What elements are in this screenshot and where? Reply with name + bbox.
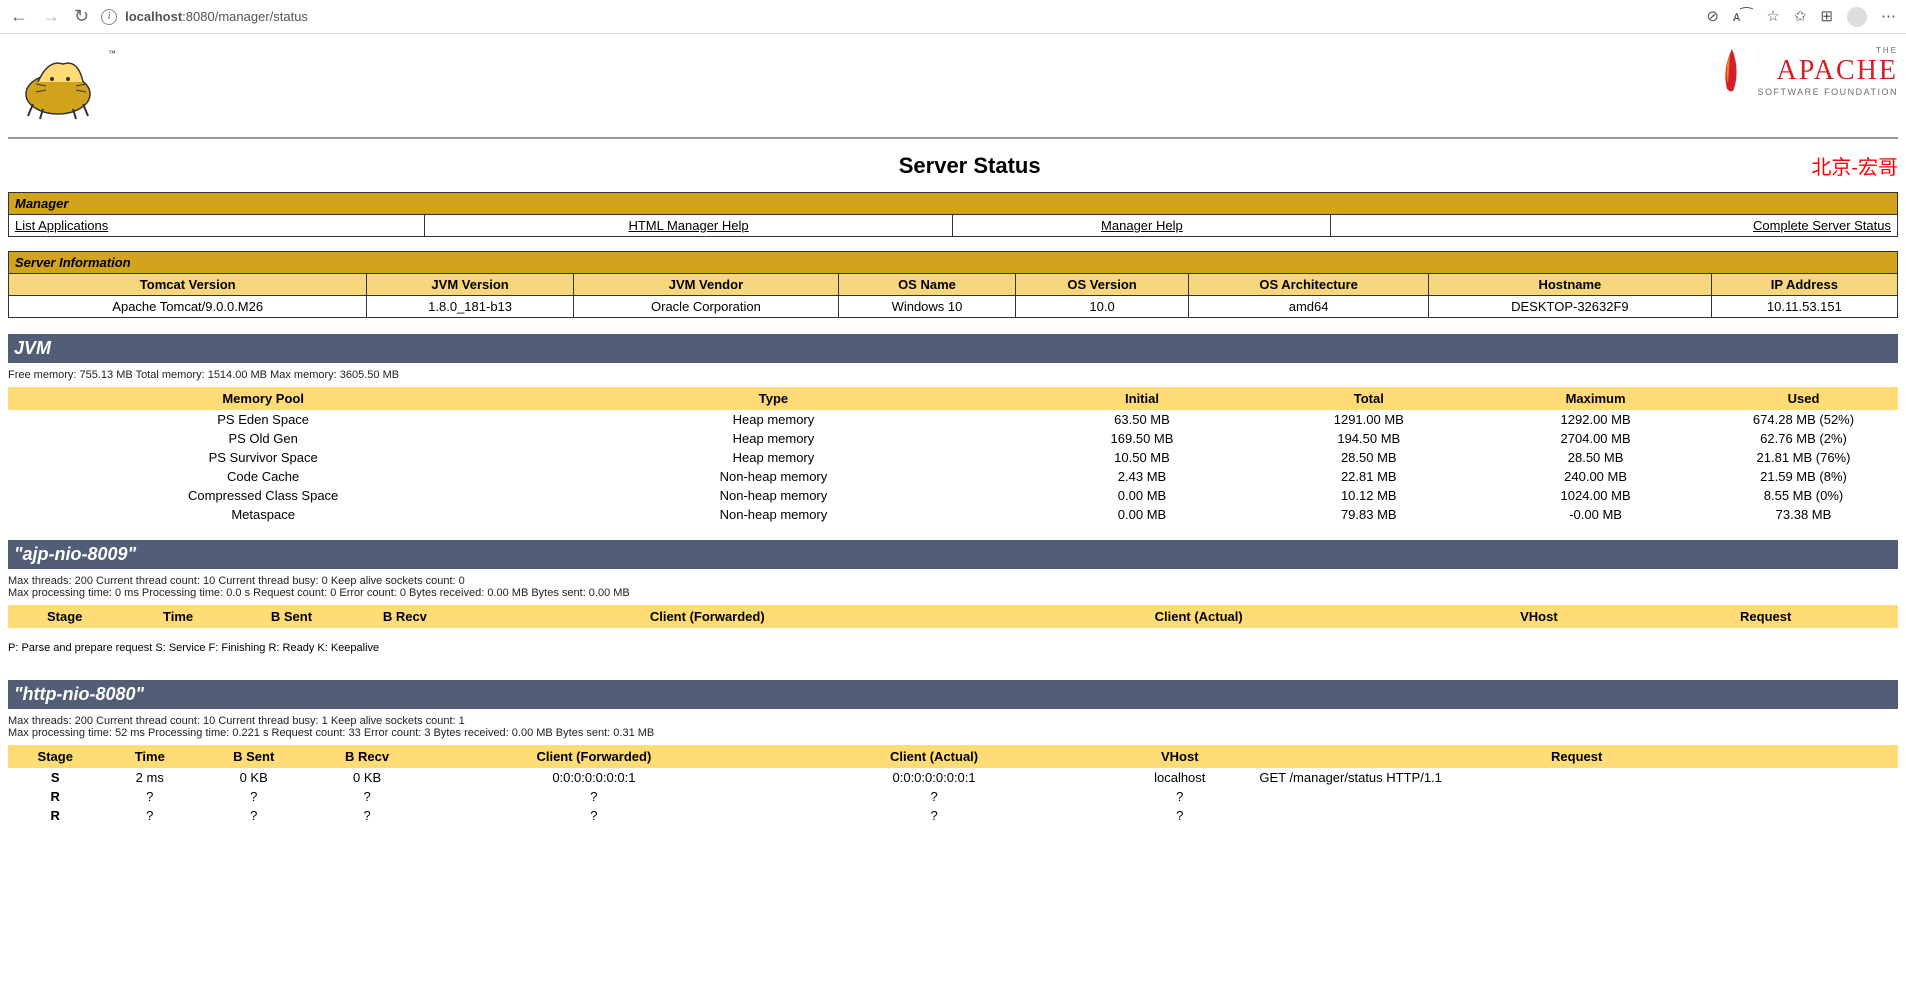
page-title: Server Status (128, 153, 1811, 179)
server-info-col: OS Name (839, 274, 1016, 296)
server-info-cell: Apache Tomcat/9.0.0.M26 (9, 296, 367, 318)
http-line2: Max processing time: 52 ms Processing ti… (8, 727, 1898, 739)
apache-the: THE (1758, 46, 1899, 55)
html-manager-help-link[interactable]: HTML Manager Help (628, 218, 748, 233)
read-aloud-icon[interactable]: ᴀ⁀ (1733, 7, 1753, 27)
http-col: B Recv (310, 745, 423, 768)
server-info-col: Tomcat Version (9, 274, 367, 296)
svg-text:™: ™ (108, 49, 116, 58)
jvm-col: Initial (1029, 387, 1256, 410)
memory-pool-row: PS Survivor SpaceHeap memory10.50 MB28.5… (8, 448, 1898, 467)
server-info-cell: 10.11.53.151 (1711, 296, 1897, 318)
ajp-col: B Recv (348, 605, 461, 628)
cn-watermark: 北京-宏哥 (1811, 151, 1898, 180)
ajp-col: Stage (8, 605, 121, 628)
jvm-col: Memory Pool (8, 387, 518, 410)
server-info-col: OS Version (1015, 274, 1188, 296)
tomcat-logo: ™ (8, 44, 118, 127)
http-col: B Sent (197, 745, 310, 768)
server-info-cell: Oracle Corporation (573, 296, 838, 318)
server-info-cell: amd64 (1189, 296, 1429, 318)
address-bar[interactable]: i localhost:8080/manager/status (101, 9, 1694, 25)
url-host: localhost (125, 9, 182, 24)
profile-avatar[interactable] (1847, 7, 1867, 27)
jvm-col: Type (518, 387, 1028, 410)
http-col: Client (Forwarded) (424, 745, 764, 768)
server-info-col: Hostname (1428, 274, 1711, 296)
server-info-col: JVM Vendor (573, 274, 838, 296)
ajp-legend: P: Parse and prepare request S: Service … (8, 638, 1898, 664)
memory-pool-table: Memory PoolTypeInitialTotalMaximumUsed P… (8, 387, 1898, 524)
back-button[interactable]: ← (10, 6, 28, 27)
http-header: "http-nio-8080" (8, 680, 1898, 709)
http-row: S2 ms0 KB0 KB0:0:0:0:0:0:0:10:0:0:0:0:0:… (8, 768, 1898, 787)
ajp-col: Time (121, 605, 234, 628)
ajp-col: Client (Actual) (953, 605, 1444, 628)
http-line1: Max threads: 200 Current thread count: 1… (8, 715, 1898, 727)
jvm-col: Maximum (1482, 387, 1709, 410)
apache-sub: SOFTWARE FOUNDATION (1758, 87, 1899, 97)
apache-logo: THE APACHE SOFTWARE FOUNDATION (1712, 44, 1899, 99)
jvm-header: JVM (8, 334, 1898, 363)
jvm-col: Used (1709, 387, 1898, 410)
memory-pool-row: Compressed Class SpaceNon-heap memory0.0… (8, 486, 1898, 505)
favorites-bar-icon[interactable]: ✩ (1794, 7, 1807, 27)
server-info-col: OS Architecture (1189, 274, 1429, 296)
http-col: Client (Actual) (764, 745, 1104, 768)
jvm-summary: Free memory: 755.13 MB Total memory: 151… (8, 363, 1898, 387)
url-path: :8080/manager/status (182, 9, 308, 24)
server-info-cell: 10.0 (1015, 296, 1188, 318)
server-info-cell: 1.8.0_181-b13 (367, 296, 573, 318)
favorite-icon[interactable]: ☆ (1766, 7, 1779, 27)
ajp-header: "ajp-nio-8009" (8, 540, 1898, 569)
complete-status-link[interactable]: Complete Server Status (1753, 218, 1891, 233)
server-info-col: JVM Version (367, 274, 573, 296)
ajp-col: Request (1633, 605, 1898, 628)
collections-icon[interactable]: ⊞ (1820, 7, 1833, 27)
http-col: Stage (8, 745, 103, 768)
http-row: R?????? (8, 806, 1898, 825)
memory-pool-row: PS Eden SpaceHeap memory63.50 MB1291.00 … (8, 410, 1898, 429)
more-icon[interactable]: ⋯ (1881, 7, 1896, 27)
browser-toolbar: ← → ↻ i localhost:8080/manager/status ⊘ … (0, 0, 1906, 34)
refresh-button[interactable]: ↻ (74, 6, 89, 27)
manager-header: Manager (9, 193, 1898, 215)
ajp-col: Client (Forwarded) (462, 605, 953, 628)
http-col: Request (1255, 745, 1898, 768)
ajp-col: B Sent (235, 605, 348, 628)
apache-name: APACHE (1758, 55, 1899, 87)
http-col: VHost (1104, 745, 1255, 768)
http-table: StageTimeB SentB RecvClient (Forwarded)C… (8, 745, 1898, 825)
ajp-line2: Max processing time: 0 ms Processing tim… (8, 587, 1898, 599)
server-info-col: IP Address (1711, 274, 1897, 296)
server-info-header: Server Information (9, 252, 1898, 274)
server-info-table: Server Information Tomcat VersionJVM Ver… (8, 251, 1898, 318)
http-row: R?????? (8, 787, 1898, 806)
ajp-line1: Max threads: 200 Current thread count: 1… (8, 575, 1898, 587)
zoom-icon[interactable]: ⊘ (1706, 7, 1719, 27)
list-applications-link[interactable]: List Applications (15, 218, 108, 233)
server-info-cell: DESKTOP-32632F9 (1428, 296, 1711, 318)
ajp-table: StageTimeB SentB RecvClient (Forwarded)C… (8, 605, 1898, 628)
memory-pool-row: Code CacheNon-heap memory2.43 MB22.81 MB… (8, 467, 1898, 486)
memory-pool-row: MetaspaceNon-heap memory0.00 MB79.83 MB-… (8, 505, 1898, 524)
jvm-col: Total (1255, 387, 1482, 410)
manager-help-link[interactable]: Manager Help (1101, 218, 1183, 233)
memory-pool-row: PS Old GenHeap memory169.50 MB194.50 MB2… (8, 429, 1898, 448)
server-info-cell: Windows 10 (839, 296, 1016, 318)
ajp-col: VHost (1444, 605, 1633, 628)
http-col: Time (103, 745, 198, 768)
manager-table: Manager List Applications HTML Manager H… (8, 192, 1898, 237)
site-info-icon[interactable]: i (101, 9, 117, 25)
forward-button[interactable]: → (42, 6, 60, 27)
